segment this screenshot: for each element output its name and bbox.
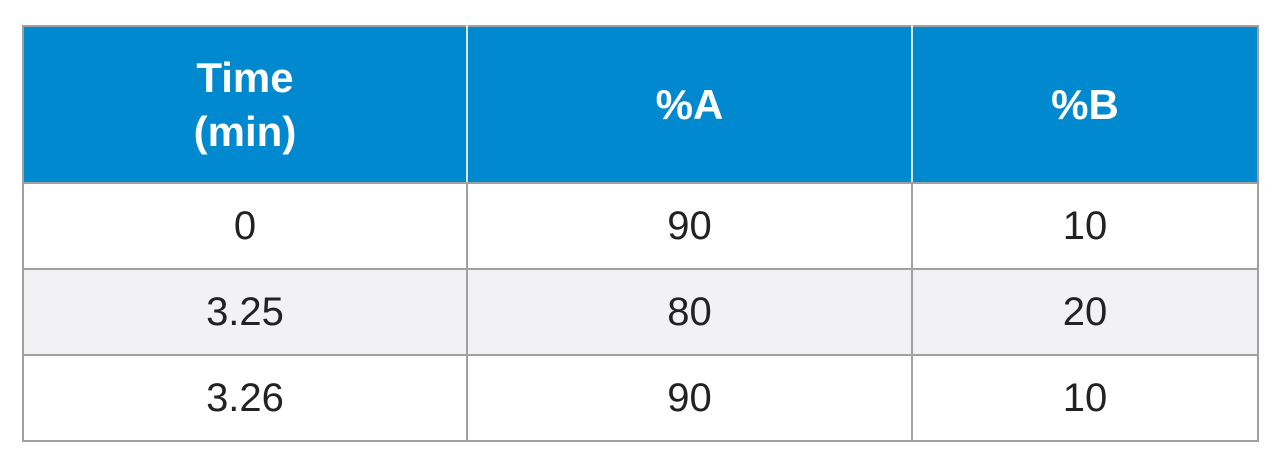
table-cell: 90 [466,182,913,270]
header-text: %A [655,80,724,128]
gradient-table: Time (min) %A %B 0 90 10 3.25 80 20 3.26 90 10 [22,25,1259,442]
header-cell: %A [466,25,913,184]
table-cell: 0 [22,182,468,270]
table-row: 3.26 90 10 [22,354,1259,442]
table-cell: 10 [911,354,1259,442]
table-cell: 10 [911,182,1259,270]
table-cell: 80 [466,268,913,356]
header-cell: Time (min) [22,25,468,184]
header-text: Time (min) [193,53,297,155]
table-row: 0 90 10 [22,182,1259,270]
table-cell: 20 [911,268,1259,356]
table-cell: 3.26 [22,354,468,442]
table-body: 0 90 10 3.25 80 20 3.26 90 10 [22,182,1259,442]
header-row: Time (min) %A %B [22,25,1259,184]
table-container: Time (min) %A %B 0 90 10 3.25 80 20 3.26 90 10 [22,25,1259,442]
header-cell: %B [911,25,1259,184]
table-cell: 3.25 [22,268,468,356]
table-row: 3.25 80 20 [22,268,1259,356]
header-text: %B [1051,80,1119,128]
table-cell: 90 [466,354,913,442]
